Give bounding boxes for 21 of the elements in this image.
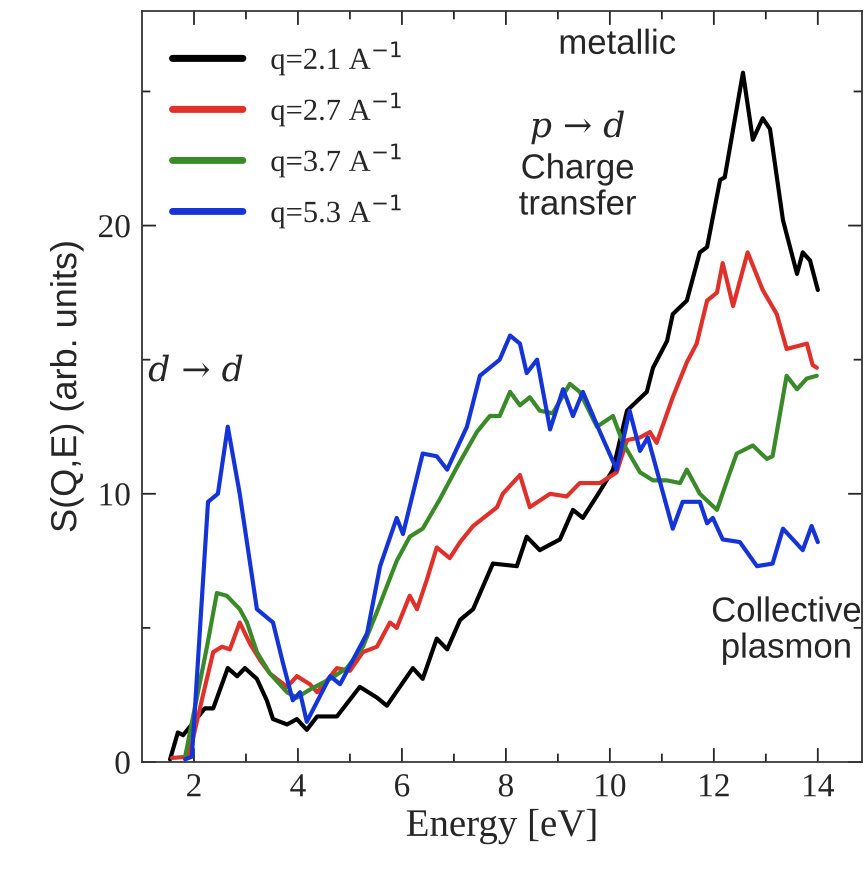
legend-label: q=3.7 A$^{−1}$ (271, 144, 401, 178)
x-tick-label: 2 (187, 774, 200, 796)
x-tick-label: 4 (290, 774, 306, 796)
annotation: Collective plasmon (712, 596, 860, 665)
annotation: metallic (560, 28, 676, 54)
y-tick-label: 20 (99, 214, 130, 238)
y-tick-label: 10 (100, 483, 130, 506)
legend-label: q=5.3 A$^{−1}$ (271, 194, 401, 228)
annotation: d → d (148, 354, 242, 382)
annotation: Charge transfer (519, 153, 636, 215)
x-tick-label: 12 (700, 774, 729, 796)
x-tick-label: 10 (596, 774, 626, 797)
x-tick-label: 14 (804, 774, 834, 796)
legend-label: q=2.1 A$^{−1}$ (271, 42, 401, 76)
y-tick-label: 0 (115, 751, 130, 774)
y-axis-title: S(Q,E) (arb. units) (50, 242, 84, 532)
x-tick-label: 6 (395, 774, 410, 797)
legend-label: q=2.7 A$^{−1}$ (271, 92, 401, 126)
x-axis-title: Energy [eV] (406, 808, 596, 844)
x-tick-label: 8 (498, 774, 513, 797)
annotation: p → d (531, 110, 624, 144)
